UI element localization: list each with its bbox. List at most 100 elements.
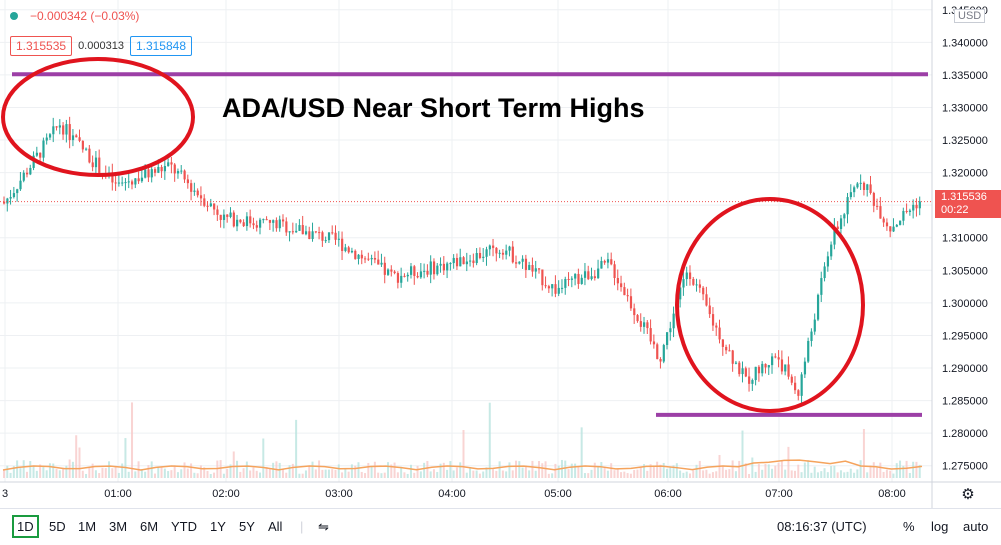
volume-bar [423, 462, 426, 478]
volume-bar [833, 465, 836, 478]
candle-body [577, 273, 580, 284]
volume-bar [413, 472, 416, 478]
volume-bar [498, 461, 501, 478]
candle-body [354, 250, 357, 259]
candle-body [426, 270, 429, 275]
volume-bar [75, 435, 78, 478]
timeframe-1m[interactable]: 1M [78, 519, 97, 534]
volume-bar [206, 470, 209, 478]
candle-body [731, 350, 734, 364]
candle-body [396, 273, 400, 283]
candle-body [623, 287, 626, 296]
price-tick-label: 1.320000 [942, 168, 988, 180]
candle-body [327, 232, 331, 241]
auto-toggle[interactable]: auto [963, 519, 989, 534]
volume-bar [285, 472, 288, 478]
price-tick-label: 1.325000 [942, 135, 988, 147]
highlight-circle-left[interactable] [1, 57, 195, 177]
volume-bar [731, 460, 734, 478]
highlight-circle-right[interactable] [675, 197, 865, 413]
candle-body [209, 203, 212, 207]
candle-body [111, 172, 114, 183]
volume-bar [807, 460, 810, 478]
candle-body [357, 254, 360, 259]
settings-gear-icon[interactable]: ⚙ [961, 486, 974, 503]
candle-body [373, 257, 377, 260]
candle-body [48, 134, 52, 138]
bid-price[interactable]: 1.315535 [10, 36, 73, 56]
volume-bar [236, 460, 239, 478]
timeframe-1y[interactable]: 1Y [210, 519, 226, 534]
candle-body [757, 366, 761, 374]
candle-body [544, 285, 547, 287]
timeframe-5y[interactable]: 5Y [239, 519, 255, 534]
timeframe-6m[interactable]: 6M [140, 519, 159, 534]
candle-body [554, 284, 557, 294]
candle-body [813, 319, 816, 332]
candle-body [475, 253, 478, 264]
ask-price[interactable]: 1.315848 [129, 36, 193, 56]
utc-clock[interactable]: 08:16:37 (UTC) [777, 519, 867, 534]
candle-body [65, 124, 68, 135]
volume-bar [406, 473, 409, 478]
timeframe-3m[interactable]: 3M [109, 519, 128, 534]
candle-body [12, 193, 16, 198]
candle-body [505, 250, 508, 255]
currency-label[interactable]: USD [954, 9, 986, 23]
candle-body [508, 246, 511, 251]
candle-body [206, 205, 209, 207]
volume-bar [465, 472, 468, 478]
volume-bar [643, 464, 646, 478]
candle-body [590, 276, 593, 280]
volume-bar [196, 473, 199, 478]
volume-bar [6, 465, 9, 478]
volume-bar [426, 460, 429, 478]
volume-bar [495, 470, 498, 478]
candle-body [285, 221, 288, 233]
last-price-tag: 1.315536 00:22 [935, 190, 1001, 218]
volume-bar [813, 466, 816, 478]
timeframe-ytd[interactable]: YTD [171, 519, 197, 534]
timeframe-all[interactable]: All [268, 519, 283, 534]
volume-bar [449, 461, 452, 478]
candle-body [492, 245, 495, 248]
candle-body [124, 182, 127, 184]
timeframe-5d[interactable]: 5D [49, 519, 66, 534]
candle-body [597, 268, 600, 279]
volume-bar [32, 465, 35, 478]
percent-toggle[interactable]: % [903, 519, 915, 534]
date-range-icon[interactable]: ⇋ [318, 519, 329, 534]
candle-body [449, 263, 452, 265]
candle-body [646, 322, 649, 329]
volume-bar [574, 463, 577, 478]
time-tick-label: 01:00 [104, 488, 132, 500]
timeframe-1d[interactable]: 1D [12, 515, 39, 538]
volume-bar [167, 471, 170, 478]
log-toggle[interactable]: log [931, 519, 949, 534]
candle-body [659, 358, 662, 362]
volume-bar [150, 461, 153, 478]
volume-bar [587, 473, 590, 478]
candle-body [88, 148, 91, 163]
volume-bar [127, 471, 130, 478]
volume-bar [879, 462, 882, 478]
volume-bar [29, 461, 32, 478]
candle-body [367, 258, 370, 260]
volume-bar [163, 468, 166, 478]
candle-body [636, 315, 639, 322]
volume-bar [429, 471, 432, 478]
candle-body [823, 266, 826, 279]
volume-bar [511, 470, 514, 478]
price-chart[interactable]: 1.3450001.3400001.3350001.3300001.325000… [0, 0, 1001, 508]
candle-body [485, 249, 488, 257]
candle-body [121, 182, 124, 184]
candle-body [321, 232, 324, 241]
candle-body [311, 231, 314, 239]
candle-body [761, 363, 764, 374]
volume-bar [114, 466, 117, 478]
candle-body [127, 181, 130, 183]
candle-body [501, 252, 505, 255]
candle-body [344, 247, 347, 251]
candle-body [134, 178, 137, 185]
candle-body [777, 357, 780, 360]
